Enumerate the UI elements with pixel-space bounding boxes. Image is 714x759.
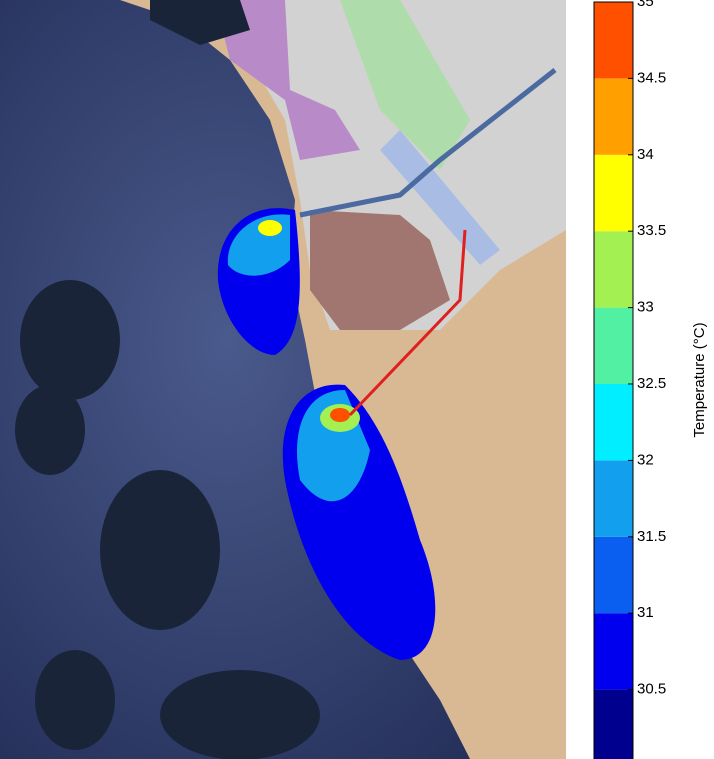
colorbar-label: Temperature (°C) [691, 322, 708, 437]
colorbar-tick-label: 32 [637, 451, 654, 468]
colorbar-segment [594, 460, 633, 536]
colorbar-tick-label: 33.5 [637, 222, 666, 239]
colorbar-segment [594, 384, 633, 460]
colorbar-segment [594, 231, 633, 307]
colorbar-tick-label: 35 [637, 0, 654, 10]
colorbar-tick-label: 33 [637, 299, 654, 316]
colorbar-tick-label: 31 [637, 604, 654, 621]
colorbar-segment [594, 690, 633, 759]
colorbar-tick-label: 32.5 [637, 375, 666, 392]
colorbar-segment [594, 308, 633, 384]
colorbar-tick-label: 31.5 [637, 528, 666, 545]
colorbar-segment [594, 537, 633, 613]
colorbar-segment [594, 155, 633, 231]
colorbar-tick-label: 30.5 [637, 681, 666, 698]
colorbar-segment [594, 2, 633, 78]
colorbar-tick-label: 34 [637, 146, 654, 163]
colorbar-segment [594, 613, 633, 689]
map [0, 0, 566, 759]
page: 3030.53131.53232.53333.53434.535 Tempera… [0, 0, 714, 759]
colorbar-tick-label: 34.5 [637, 69, 666, 86]
colorbar-segment [594, 78, 633, 154]
